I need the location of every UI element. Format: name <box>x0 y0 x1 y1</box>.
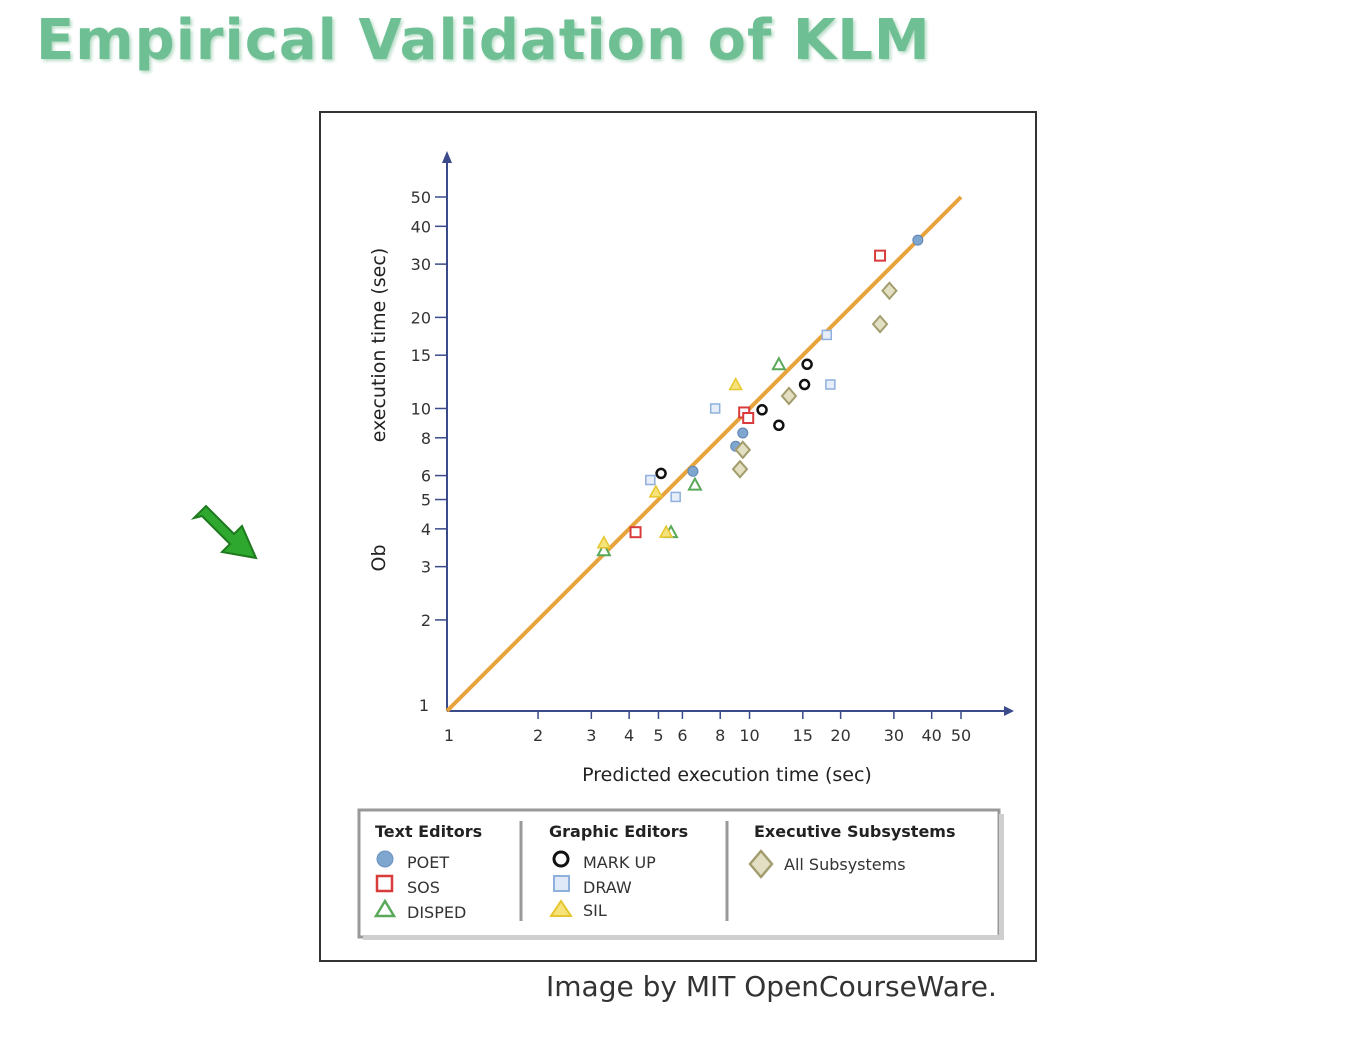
x-tick-label: 8 <box>715 726 725 745</box>
poet-point <box>687 465 699 477</box>
draw-point <box>709 403 721 414</box>
x-tick-label: 4 <box>624 726 634 745</box>
y-tick-label: 10 <box>411 399 431 418</box>
sil-point <box>658 524 674 538</box>
disped-point <box>687 476 703 491</box>
legend-draw-marker <box>553 875 570 892</box>
all-subsystems-point <box>780 386 798 406</box>
y-tick-label: 20 <box>411 308 431 327</box>
x-tick-label: 10 <box>739 726 759 745</box>
slide-title: Empirical Validation of KLM <box>36 8 931 73</box>
sos-point <box>629 526 642 539</box>
legend-disped-label: DISPED <box>407 903 466 922</box>
y-tick-label: 8 <box>421 429 431 448</box>
legend-disped-marker <box>373 898 397 918</box>
legend-markup-marker <box>552 850 570 868</box>
disped-point <box>771 356 787 371</box>
arrow-pointer-icon <box>190 504 258 560</box>
all-subsystems-point <box>881 281 898 301</box>
mark-up-point <box>798 378 811 391</box>
fit-line <box>445 195 963 713</box>
y-tick-label: 2 <box>421 611 431 630</box>
x-tick-label: 20 <box>830 726 850 745</box>
draw-point <box>821 329 833 341</box>
sil-point <box>728 376 743 391</box>
mark-up-point <box>801 358 813 371</box>
x-tick-label: 2 <box>533 726 543 745</box>
y-tick-label: 15 <box>411 346 431 365</box>
x-tick-label: 5 <box>653 726 663 745</box>
legend-sil-label: SIL <box>583 901 607 920</box>
x-tick-label: 3 <box>586 726 596 745</box>
draw-point <box>825 379 836 390</box>
y-axis-arrowhead <box>442 151 452 163</box>
x-axis-arrowhead <box>1004 706 1014 716</box>
y-tick-label: 1 <box>419 696 429 715</box>
sil-point <box>596 535 612 549</box>
figure-frame: 1 2 3 4 5 6 8 10 15 20 30 40 50 1 2 3 4 5 6 8 10 15 20 30 40 50 P… <box>319 111 1037 962</box>
y-tick-label: 3 <box>421 558 431 577</box>
legend: Text Editors Graphic Editors Executive S… <box>357 808 1004 940</box>
legend-heading-executive-subsystems: Executive Subsystems <box>754 822 956 841</box>
x-tick-label: 30 <box>884 726 904 745</box>
legend-markup-label: MARK UP <box>583 853 656 872</box>
mark-up-point <box>756 404 768 416</box>
all-subsystems-point <box>731 459 749 479</box>
mark-up-point <box>655 467 667 480</box>
legend-heading-graphic-editors: Graphic Editors <box>549 822 688 841</box>
legend-poet-marker <box>376 850 394 868</box>
disped-point <box>596 542 612 557</box>
x-tick-label: 15 <box>793 726 813 745</box>
y-tick-label: 6 <box>421 467 431 486</box>
x-axis-title: Predicted execution time (sec) <box>582 764 872 786</box>
poet-point <box>912 234 924 246</box>
sos-point <box>874 249 887 262</box>
y-axis-title: execution time (sec) <box>368 248 390 442</box>
legend-heading-text-editors: Text Editors <box>375 822 482 841</box>
all-subsystems-point <box>734 440 752 460</box>
y-tick-label: 40 <box>411 217 431 236</box>
legend-all-subsystems-label: All Subsystems <box>784 855 906 874</box>
y-axis-title-prefix: Ob <box>368 544 390 571</box>
x-tick-label: 50 <box>951 726 971 745</box>
y-tick-label: 50 <box>411 188 431 207</box>
y-tick-label: 4 <box>421 520 431 539</box>
poet-point <box>737 427 749 439</box>
y-tick-label: 5 <box>421 491 431 510</box>
legend-sos-label: SOS <box>407 878 440 897</box>
legend-draw-label: DRAW <box>583 878 632 897</box>
draw-point <box>645 474 656 486</box>
image-credit: Image by MIT OpenCourseWare. <box>546 970 997 1003</box>
y-tick-label: 30 <box>411 255 431 274</box>
x-tick-label: 6 <box>677 726 687 745</box>
sil-point <box>648 484 664 498</box>
x-tick-label: 1 <box>444 726 454 745</box>
legend-sos-marker <box>375 874 394 893</box>
all-subsystems-point <box>871 314 889 334</box>
legend-all-subsystems-marker <box>748 849 774 879</box>
draw-point <box>670 491 681 503</box>
sos-point <box>742 411 755 424</box>
legend-poet-label: POET <box>407 853 449 872</box>
legend-sil-marker <box>549 899 573 917</box>
x-tick-label: 40 <box>922 726 942 745</box>
mark-up-point <box>773 419 785 432</box>
